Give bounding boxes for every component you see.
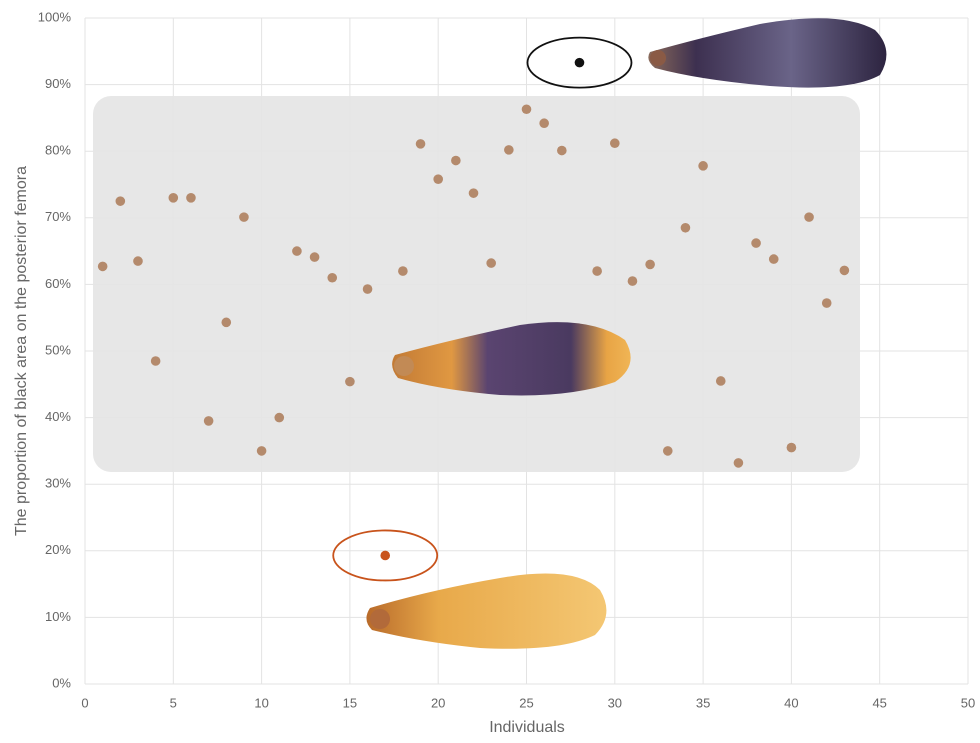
point [733, 458, 744, 468]
y-tick-label: 10% [45, 609, 71, 624]
point [133, 256, 143, 266]
point [150, 356, 161, 366]
point [680, 222, 691, 233]
point [115, 196, 126, 206]
point [380, 550, 391, 561]
point [186, 193, 196, 203]
point [751, 238, 761, 248]
x-tick-label: 0 [81, 695, 88, 710]
x-tick-label: 30 [608, 695, 622, 710]
x-tick-label: 40 [784, 695, 798, 710]
point [804, 212, 814, 222]
y-tick-label: 60% [45, 276, 71, 291]
point [504, 145, 514, 155]
y-tick-label: 80% [45, 143, 71, 158]
point [662, 446, 673, 456]
point [97, 261, 108, 272]
femur-dark [648, 18, 887, 88]
femur-light [366, 573, 607, 649]
x-axis-title: Individuals [489, 719, 565, 736]
point [821, 298, 832, 308]
point [839, 265, 850, 276]
point [645, 259, 655, 270]
femur-mid [392, 322, 631, 396]
point [256, 446, 267, 456]
point [433, 174, 444, 184]
x-tick-label: 5 [170, 695, 177, 710]
y-axis-title: The proportion of black area on the post… [13, 166, 30, 536]
y-tick-label: 40% [45, 409, 71, 424]
point [398, 266, 408, 276]
point [362, 284, 373, 294]
y-tick-label: 50% [45, 342, 71, 357]
highlight-region [93, 96, 860, 472]
point [168, 193, 179, 203]
point [539, 118, 549, 129]
point [627, 276, 638, 286]
point [345, 376, 355, 387]
point [327, 272, 338, 283]
point [468, 188, 479, 198]
y-tick-label: 0% [52, 675, 71, 690]
point [309, 252, 320, 262]
point [292, 246, 302, 256]
point [274, 412, 285, 423]
point [221, 317, 232, 328]
x-tick-label: 35 [696, 695, 710, 710]
highlight-ring [526, 36, 633, 89]
y-tick-label: 90% [45, 76, 71, 91]
point [698, 161, 708, 171]
point [574, 57, 585, 68]
x-tick-label: 45 [872, 695, 886, 710]
y-tick-label: 20% [45, 542, 71, 557]
point [239, 212, 249, 222]
point [557, 145, 567, 156]
point [521, 104, 532, 115]
y-tick-label: 70% [45, 209, 71, 224]
point [203, 416, 214, 426]
highlight-ring [332, 529, 439, 582]
y-tick-label: 30% [45, 476, 71, 491]
point [592, 266, 602, 276]
x-tick-label: 10 [254, 695, 268, 710]
point [786, 442, 797, 453]
point [415, 139, 426, 149]
x-tick-label: 50 [961, 695, 975, 710]
y-tick-label: 100% [38, 9, 72, 24]
point [486, 258, 496, 268]
point [715, 376, 726, 386]
point [610, 138, 620, 149]
x-tick-label: 15 [343, 695, 357, 710]
point [451, 155, 461, 166]
x-tick-label: 20 [431, 695, 445, 710]
x-tick-label: 25 [519, 695, 533, 710]
point [768, 254, 779, 264]
